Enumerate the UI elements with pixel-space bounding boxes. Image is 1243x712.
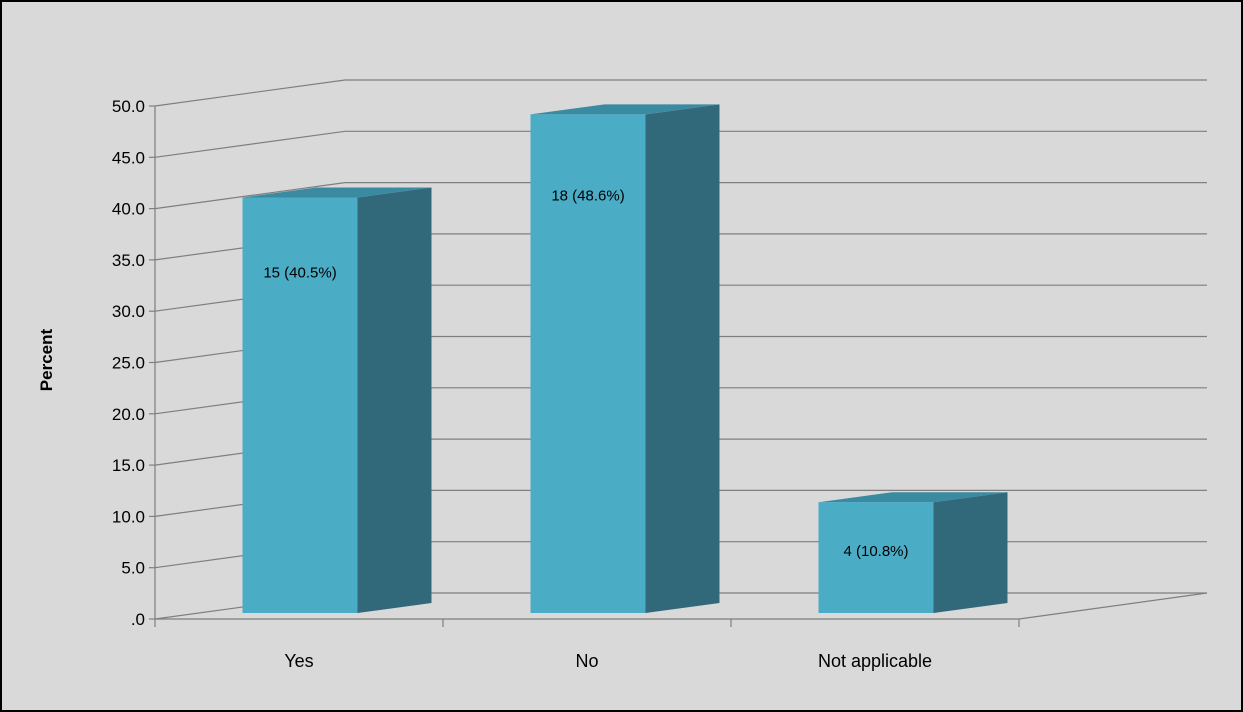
gridline-wall-8 — [154, 182, 346, 210]
bar-top-1 — [530, 104, 720, 115]
data-label-0: 15 (40.5%) — [263, 264, 336, 281]
y-tick-label-9: 45.0 — [112, 148, 145, 167]
y-tick-label-6: 30.0 — [112, 302, 145, 321]
bar-side-1 — [645, 104, 720, 613]
axes: .0 5.0 10.0 15.0 20.0 25.0 30.0 35.0 40.0 45.0 50.… — [112, 97, 1208, 629]
bar-top-0 — [242, 187, 432, 198]
y-tick-label-3: 15.0 — [112, 456, 145, 475]
bar-front-2 — [818, 502, 934, 613]
y-tick-label-8: 40.0 — [112, 200, 145, 219]
bar-front-0 — [242, 197, 358, 613]
bar-2 — [818, 492, 1008, 613]
x-tick-label-0: Yes — [284, 651, 313, 671]
y-tick-label-5: 25.0 — [112, 354, 145, 373]
labels: 15 (40.5%) Yes 18 (48.6%) No 4 (10.8%) Not ap… — [263, 187, 932, 671]
bar-top-2 — [818, 492, 1008, 503]
x-tick-label-2: Not applicable — [818, 651, 932, 671]
bar-side-2 — [933, 492, 1008, 613]
y-tick-label-0: .0 — [131, 610, 145, 629]
bars — [242, 104, 1008, 613]
y-axis-label: Percent — [37, 328, 56, 391]
bar-side-0 — [357, 187, 432, 613]
gridline-wall-10 — [154, 79, 346, 107]
y-tick-label-2: 10.0 — [112, 507, 145, 526]
bar-front-1 — [530, 114, 646, 613]
x-tick-label-1: No — [575, 651, 598, 671]
bar-0 — [242, 187, 432, 613]
y-tick-label-1: 5.0 — [121, 559, 145, 578]
y-tick-label-4: 20.0 — [112, 405, 145, 424]
y-tick-label-7: 35.0 — [112, 251, 145, 270]
y-tick-label-10: 50.0 — [112, 97, 145, 116]
bar-1 — [530, 104, 720, 613]
data-label-1: 18 (48.6%) — [551, 187, 624, 204]
data-label-2: 4 (10.8%) — [843, 543, 908, 560]
gridline-wall-9 — [154, 130, 346, 158]
